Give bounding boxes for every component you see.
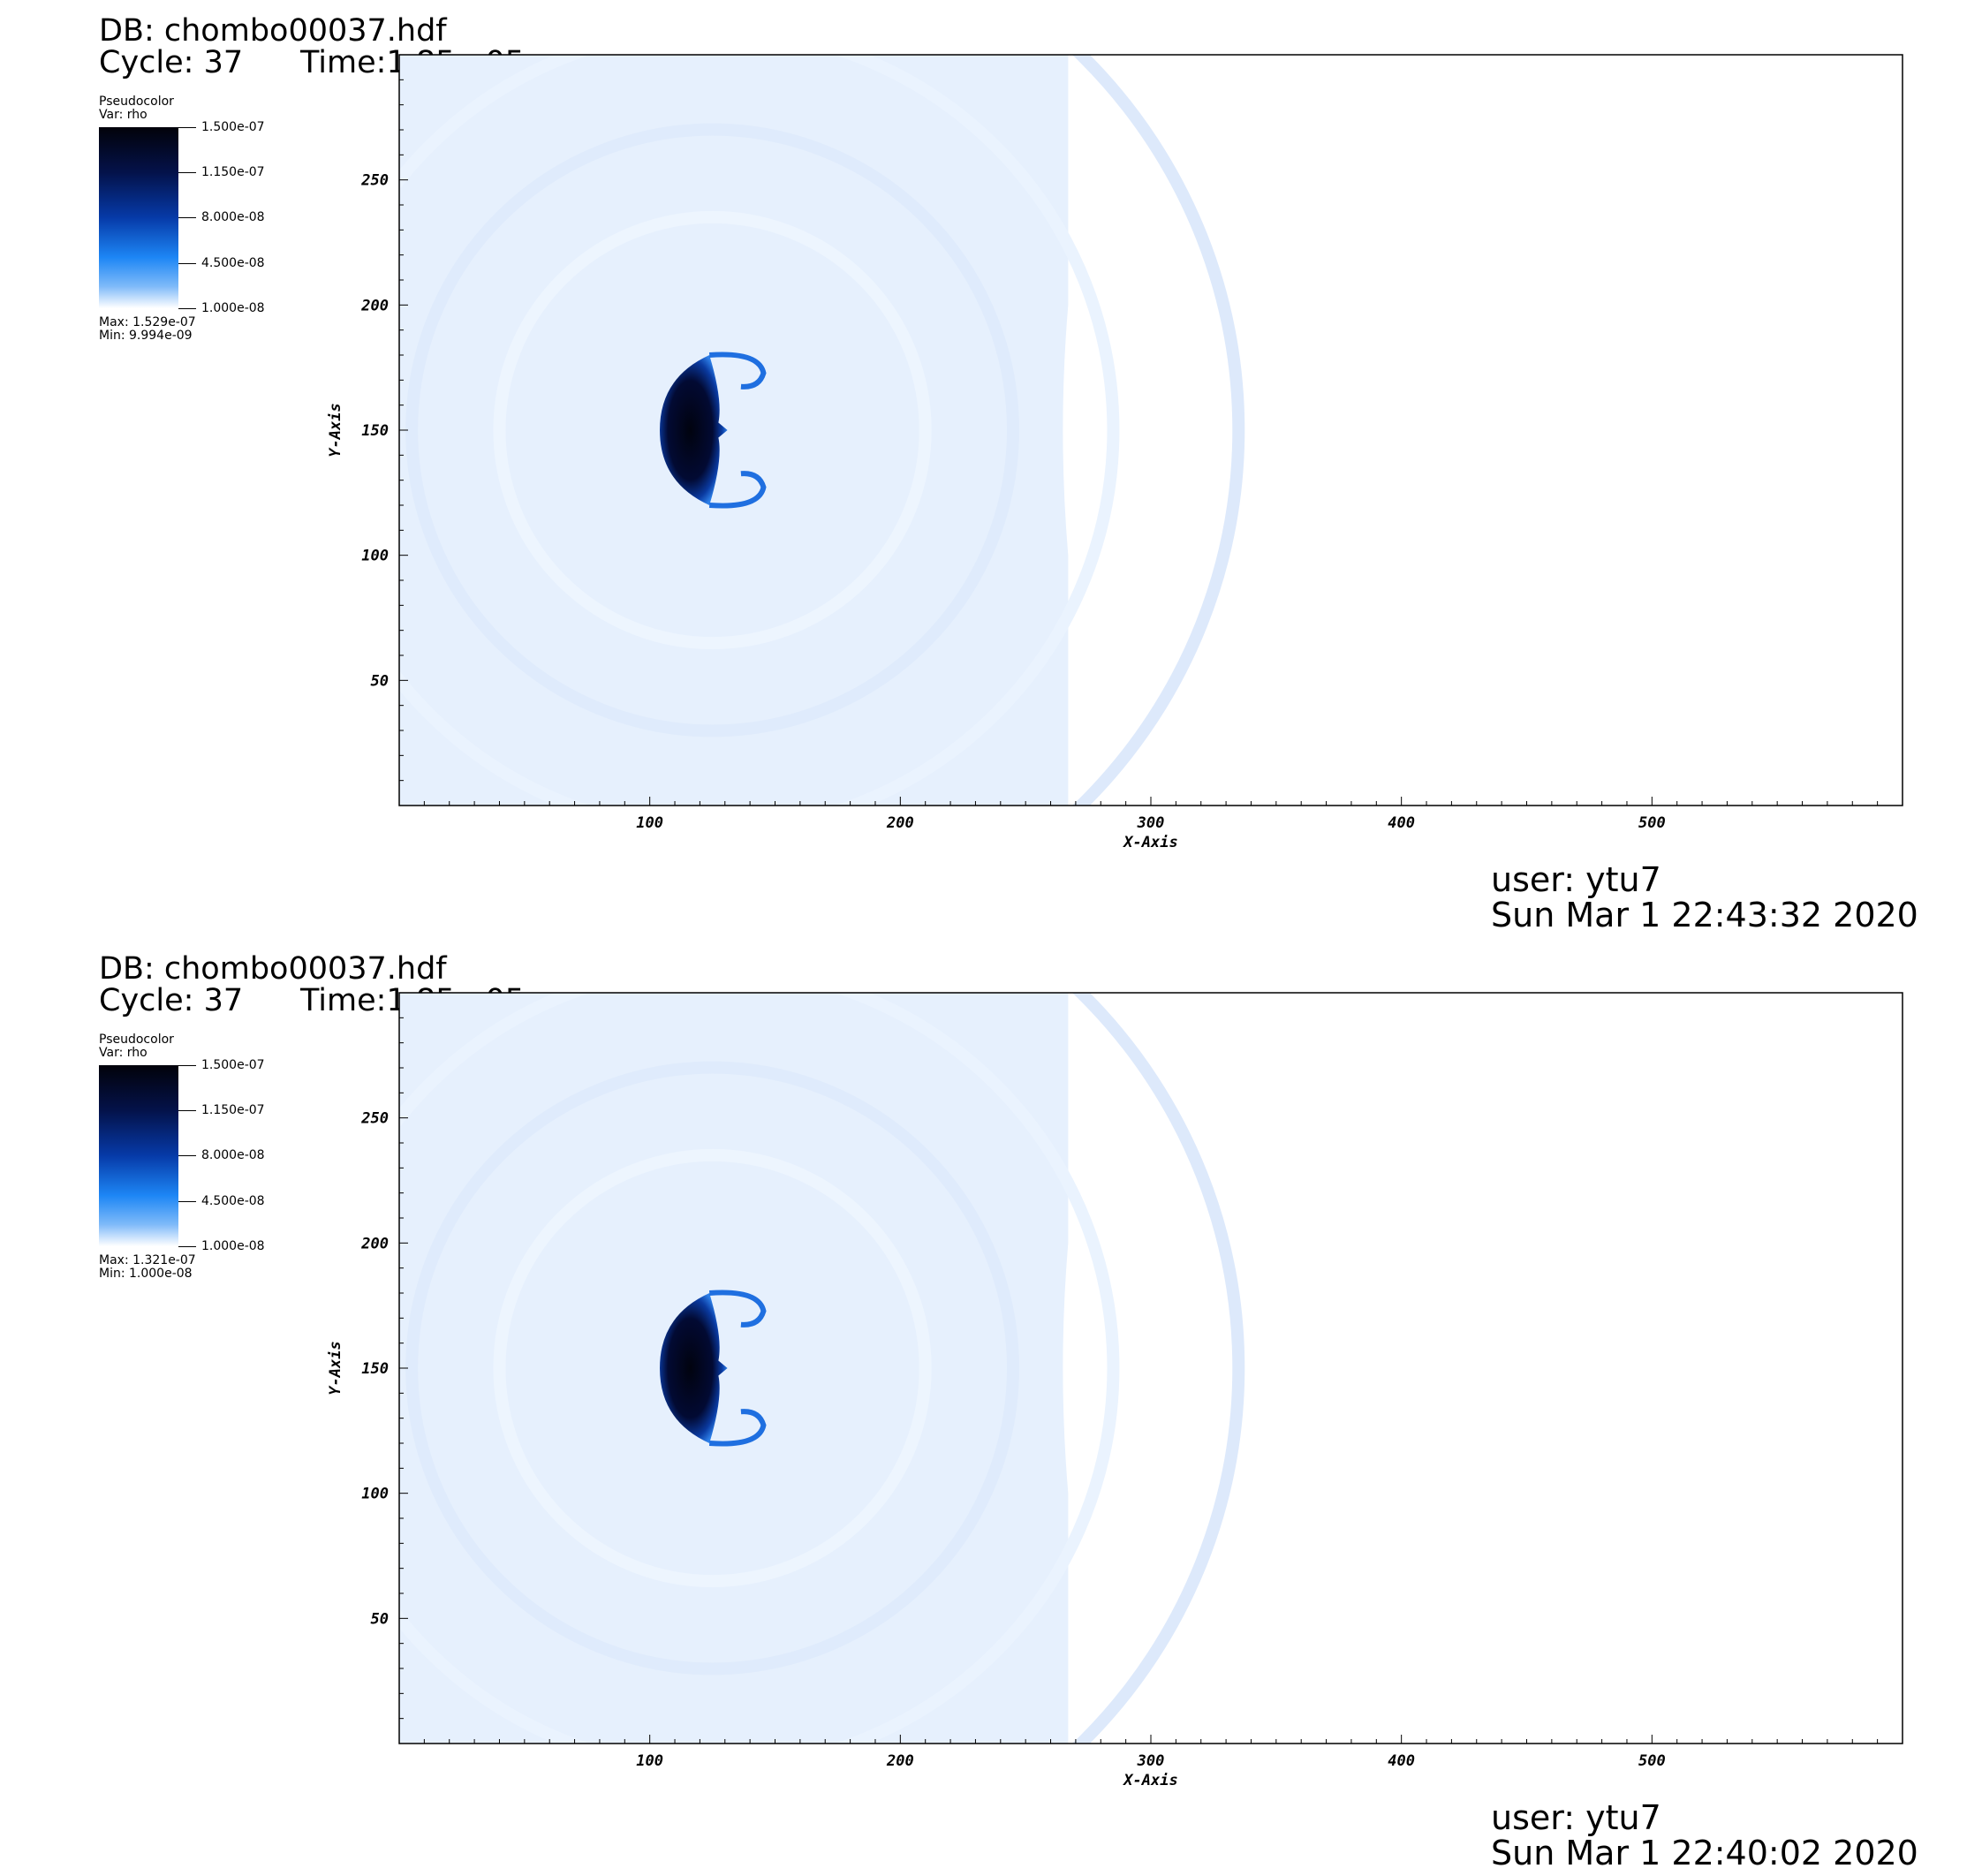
- x-tick-label: 300: [1137, 1752, 1165, 1770]
- cycle-label: Cycle: 37: [99, 983, 244, 1018]
- colorbar-tick: [178, 217, 196, 218]
- shocked-region: [399, 993, 1069, 1744]
- colorbar-tick: [178, 263, 196, 264]
- wave-ring: [1071, 993, 1245, 1744]
- cycle-label: Cycle: 37: [99, 45, 244, 80]
- vortex-arm-lower: [708, 1409, 767, 1447]
- colorbar-label: 1.000e-08: [201, 1239, 265, 1253]
- legend-min: Min: 9.994e-09: [99, 329, 193, 343]
- y-tick-label: 250: [360, 172, 389, 190]
- x-tick-label: 100: [636, 814, 663, 832]
- colorbar-tick: [178, 1110, 196, 1111]
- pseudocolor-plot: 100 200 300 400 500 50 100 150 200 250 X-Axis Y-Axi…: [327, 992, 1903, 1789]
- vortex-arm-upper: [708, 352, 767, 390]
- colorbar-label: 1.500e-07: [201, 1058, 265, 1072]
- legend-max: Max: 1.529e-07: [99, 315, 196, 329]
- x-tick-label: 200: [886, 1752, 914, 1770]
- date-label: Sun Mar 1 22:40:02 2020: [1491, 1834, 1918, 1872]
- y-axis-title: Y-Axis: [327, 1341, 344, 1395]
- colorbar-label: 1.000e-08: [201, 301, 265, 315]
- x-tick-label: 300: [1137, 814, 1165, 832]
- y-tick-label: 100: [361, 548, 389, 565]
- shocked-region: [399, 55, 1069, 806]
- colorbar-tick: [178, 1246, 196, 1247]
- x-axis-title: X-Axis: [1122, 1772, 1177, 1789]
- y-tick-label: 200: [360, 1235, 389, 1252]
- x-tick-label: 400: [1388, 814, 1415, 832]
- y-tick-label: 250: [360, 1110, 389, 1128]
- user-label: user: ytu7: [1491, 1798, 1661, 1837]
- colorbar-tick: [178, 1201, 196, 1202]
- colorbar-label: 8.000e-08: [201, 210, 265, 224]
- y-tick-label: 200: [360, 297, 389, 314]
- colorbar-label: 1.150e-07: [201, 1103, 265, 1117]
- legend-max: Max: 1.321e-07: [99, 1253, 196, 1267]
- y-tick-label: 150: [361, 422, 389, 440]
- colorbar-tick: [178, 127, 196, 128]
- colorbar-tick: [178, 1065, 196, 1066]
- colorbar-label: 4.500e-08: [201, 256, 265, 270]
- y-axis-title: Y-Axis: [327, 403, 344, 457]
- plot-window-bottom: DB: chombo00037.hdf Cycle: 37 Time:1.85e…: [0, 938, 1982, 1876]
- user-label: user: ytu7: [1491, 860, 1661, 899]
- x-tick-label: 500: [1638, 1752, 1666, 1770]
- legend-plot-name: Pseudocolor: [99, 95, 174, 109]
- wave-ring: [405, 123, 1019, 738]
- date-label: Sun Mar 1 22:43:32 2020: [1491, 896, 1918, 934]
- colorbar-tick: [178, 1155, 196, 1156]
- vortex-arm-lower: [708, 471, 767, 509]
- colorbar-label: 1.500e-07: [201, 120, 265, 134]
- colorbar-label: 8.000e-08: [201, 1148, 265, 1162]
- wave-ring: [493, 1148, 932, 1588]
- wave-ring: [405, 1061, 1019, 1676]
- wave-ring: [1071, 55, 1245, 806]
- legend-plot-name: Pseudocolor: [99, 1033, 174, 1047]
- x-axis-title: X-Axis: [1122, 834, 1177, 851]
- y-tick-label: 150: [361, 1360, 389, 1378]
- colorbar-label: 1.150e-07: [201, 165, 265, 179]
- vortex-arm-upper: [708, 1290, 767, 1328]
- colorbar-tick: [178, 308, 196, 309]
- wave-ring: [399, 993, 1120, 1744]
- database-label: DB: chombo00037.hdf: [99, 13, 447, 49]
- y-tick-label: 50: [371, 672, 389, 690]
- y-tick-label: 100: [361, 1486, 389, 1503]
- colorbar-label: 4.500e-08: [201, 1194, 265, 1208]
- database-label: DB: chombo00037.hdf: [99, 951, 447, 987]
- colorbar: [99, 1065, 178, 1246]
- pseudocolor-plot: 100 200 300 400 500 50 100 150 200 250 X-Axis Y-Axi…: [327, 54, 1903, 851]
- wave-ring: [399, 55, 1120, 806]
- wave-ring: [493, 210, 932, 650]
- x-tick-label: 100: [636, 1752, 663, 1770]
- dense-clump: [660, 1293, 728, 1443]
- x-tick-label: 500: [1638, 814, 1666, 832]
- plot-window-top: DB: chombo00037.hdf Cycle: 37 Time:1.85e…: [99, 13, 1918, 934]
- legend-variable: Var: rho: [99, 108, 148, 122]
- y-tick-label: 50: [371, 1610, 389, 1628]
- colorbar: [99, 127, 178, 308]
- legend-variable: Var: rho: [99, 1046, 148, 1060]
- colorbar-tick: [178, 172, 196, 173]
- dense-clump: [660, 355, 728, 505]
- x-tick-label: 200: [886, 814, 914, 832]
- x-tick-label: 400: [1388, 1752, 1415, 1770]
- legend-min: Min: 1.000e-08: [99, 1267, 193, 1281]
